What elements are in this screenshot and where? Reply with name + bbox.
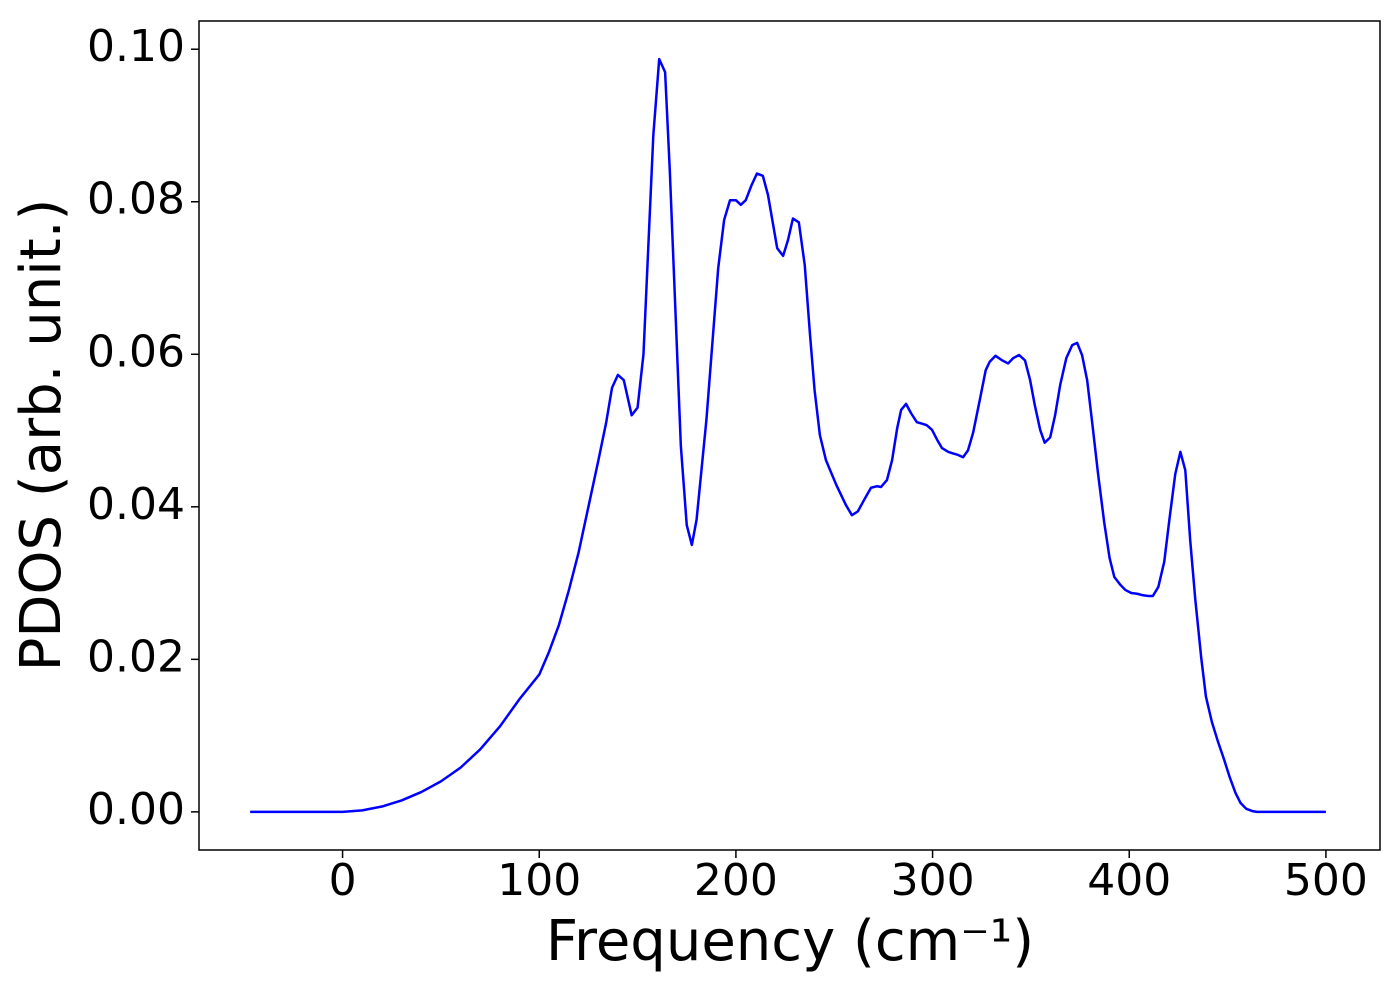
y-axis-label: PDOS (arb. unit.) xyxy=(9,199,74,672)
y-tick-label: 0.00 xyxy=(87,784,185,835)
x-tick-label: 200 xyxy=(694,855,778,906)
x-tick-label: 0 xyxy=(329,855,357,906)
x-tick-label: 500 xyxy=(1284,855,1368,906)
axes-frame xyxy=(198,20,1381,851)
x-tick-label: 100 xyxy=(497,855,581,906)
y-tick-label: 0.04 xyxy=(87,479,185,530)
x-axis-label: Frequency (cm⁻¹) xyxy=(546,909,1034,974)
x-tick-label: 300 xyxy=(891,855,975,906)
y-tick-label: 0.10 xyxy=(87,21,185,72)
data-line xyxy=(250,57,1326,814)
x-tick-label: 400 xyxy=(1087,855,1171,906)
y-tick-label: 0.08 xyxy=(87,174,185,225)
y-tick-label: 0.06 xyxy=(87,326,185,377)
y-tick-label: 0.02 xyxy=(87,631,185,682)
